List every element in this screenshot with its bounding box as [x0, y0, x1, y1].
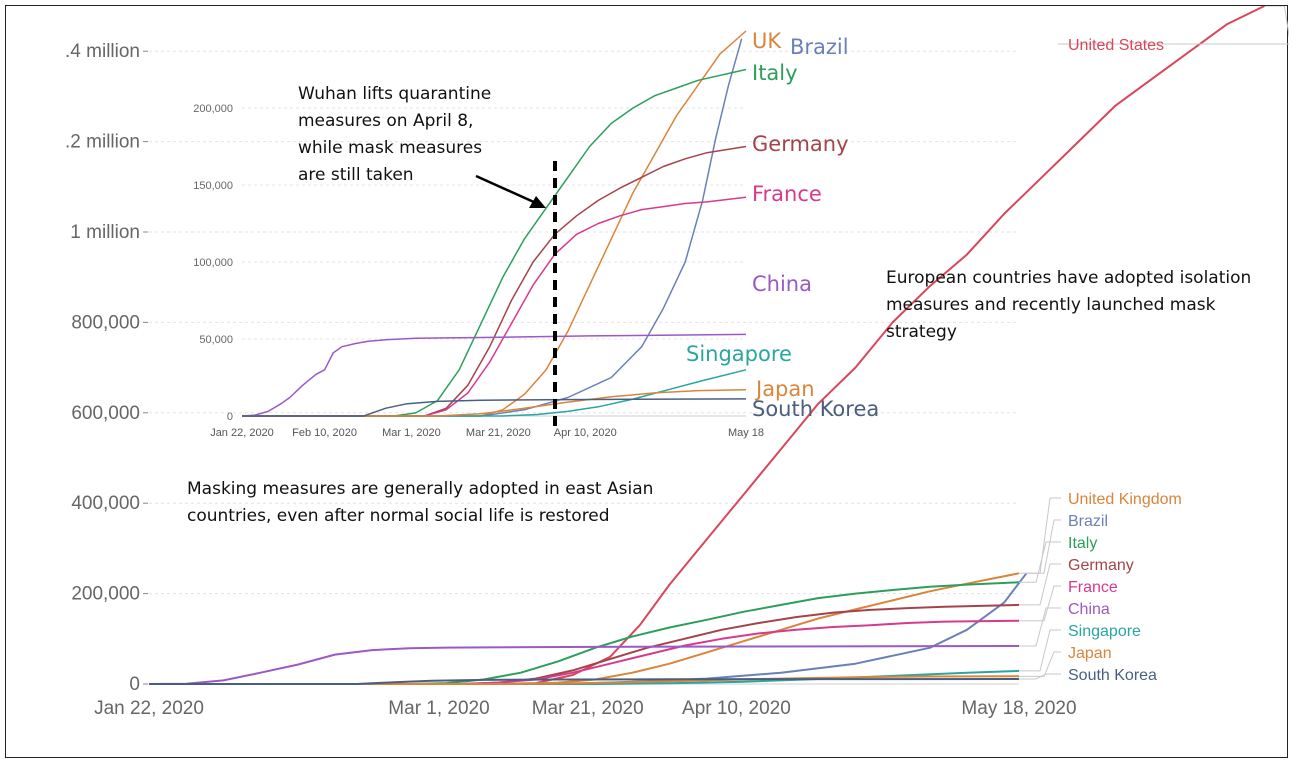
legend-leader-united-states: [1058, 6, 1289, 45]
main-y-tick-label: 0: [129, 674, 140, 695]
main-y-tick-label: .4 million: [65, 41, 140, 62]
inset-line-germany: [242, 145, 747, 417]
wuhan-arrow-head: [529, 196, 546, 208]
chart-canvas: 0 200,000 400,000 600,000 800,000 1 million .2…: [65, 6, 1289, 719]
main-line-france: [149, 619, 1020, 685]
inset-y-tick-label: 50,000: [199, 334, 233, 346]
main-y-tick-label: 600,000: [71, 403, 140, 424]
legend-label-united-states: United States: [1068, 37, 1164, 54]
main-line-germany: [149, 603, 1020, 685]
legend-leader-japan: [1019, 651, 1061, 677]
legend-label-japan: Japan: [1068, 645, 1112, 662]
inset-label-japan: Japan: [754, 377, 815, 401]
legend-leader-united-kingdom: [1019, 497, 1061, 574]
main-y-tick-label: 200,000: [71, 584, 140, 605]
main-grid: [149, 50, 1019, 685]
inset-label-uk: UK: [752, 29, 782, 53]
main-line-china: [148, 645, 1020, 685]
main-y-axis: 0 200,000 400,000 600,000 800,000 1 million .2…: [65, 41, 148, 695]
main-x-tick-label: Mar 21, 2020: [532, 698, 644, 719]
legend-label-brazil: Brazil: [1068, 513, 1108, 530]
main-line-japan: [149, 675, 1020, 685]
wuhan-arrow-shaft: [475, 174, 537, 205]
main-y-tick-label: .2 million: [65, 132, 140, 153]
main-x-tick-label: Mar 1, 2020: [388, 698, 489, 719]
legend-label-france: France: [1068, 579, 1118, 596]
inset-line-south-korea: [242, 398, 747, 417]
inset-x-tick-label: Jan 22, 2020: [210, 427, 274, 439]
wuhan-marker: [475, 161, 557, 426]
inset-y-tick-label: 150,000: [193, 180, 233, 192]
inset-y-tick-label: 200,000: [193, 103, 233, 115]
legend-label-china: China: [1068, 601, 1110, 618]
inset-label-south-korea: South Korea: [752, 397, 879, 421]
main-legend: United States United Kingdom Brazil Italy Ge…: [1019, 6, 1289, 684]
inset-y-tick-label: 0: [227, 411, 233, 423]
legend-label-germany: Germany: [1068, 557, 1134, 574]
east-asia-annotation: Masking measures are generally adopted i…: [187, 479, 654, 526]
inset-label-singapore: Singapore: [686, 342, 792, 366]
inset-x-tick-label: Mar 21, 2020: [466, 427, 531, 439]
main-line-united-kingdom: [149, 572, 1020, 685]
inset-line-uk: [242, 30, 747, 417]
legend-label-singapore: Singapore: [1068, 623, 1141, 640]
main-x-tick-label: Apr 10, 2020: [682, 698, 791, 719]
main-x-tick-label: Jan 22, 2020: [94, 698, 204, 719]
inset-y-axis: 0 50,000 100,000 150,000 200,000: [193, 103, 233, 423]
main-x-tick-label: May 18, 2020: [961, 698, 1076, 719]
main-x-axis: Jan 22, 2020 Mar 1, 2020 Mar 21, 2020 Apr 1…: [94, 698, 1077, 719]
legend-leader-singapore: [1019, 629, 1061, 672]
inset-label-italy: Italy: [752, 61, 798, 85]
legend-leader-italy: [1019, 541, 1061, 583]
wuhan-annotation: Wuhan lifts quarantine measures on April…: [298, 84, 492, 185]
inset-label-brazil: Brazil: [790, 35, 849, 59]
inset-label-france: France: [752, 182, 822, 206]
inset-x-tick-label: May 18: [728, 427, 764, 439]
inset-label-germany: Germany: [752, 132, 849, 156]
legend-label-south-korea: South Korea: [1068, 667, 1157, 684]
inset-line-china: [241, 333, 747, 417]
main-line-south-korea: [149, 678, 1020, 685]
inset-line-japan: [242, 389, 747, 417]
main-y-tick-label: 800,000: [71, 312, 140, 333]
inset-x-tick-label: Feb 10, 2020: [292, 427, 357, 439]
legend-leader-south-korea: [1019, 673, 1061, 680]
inset-x-tick-label: Apr 10, 2020: [554, 427, 617, 439]
main-y-tick-label: 400,000: [71, 493, 140, 514]
legend-leader-france: [1019, 585, 1061, 622]
inset-line-italy: [242, 68, 747, 417]
figure-frame: 0 200,000 400,000 600,000 800,000 1 million .2…: [5, 5, 1289, 758]
legend-leader-germany: [1019, 563, 1061, 606]
legend-leader-china: [1019, 607, 1061, 647]
main-line-singapore: [149, 669, 1020, 685]
inset-label-china: China: [752, 272, 812, 296]
inset-x-axis: Jan 22, 2020 Feb 10, 2020 Mar 1, 2020 Mar 2…: [210, 427, 764, 439]
inset-series-lines: [241, 30, 747, 417]
inset-y-tick-label: 100,000: [193, 257, 233, 269]
inset-line-singapore: [242, 369, 747, 417]
main-series-lines: [148, 6, 1265, 685]
inset-line-france: [242, 196, 747, 417]
inset-x-tick-label: Mar 1, 2020: [382, 427, 441, 439]
legend-label-italy: Italy: [1068, 535, 1097, 552]
legend-leader-brazil: [1026, 519, 1061, 574]
main-y-tick-label: 1 million: [70, 222, 140, 243]
legend-label-united-kingdom: United Kingdom: [1068, 491, 1182, 508]
europe-annotation: European countries have adopted isolatio…: [886, 268, 1252, 342]
inset-line-brazil: [242, 38, 743, 417]
